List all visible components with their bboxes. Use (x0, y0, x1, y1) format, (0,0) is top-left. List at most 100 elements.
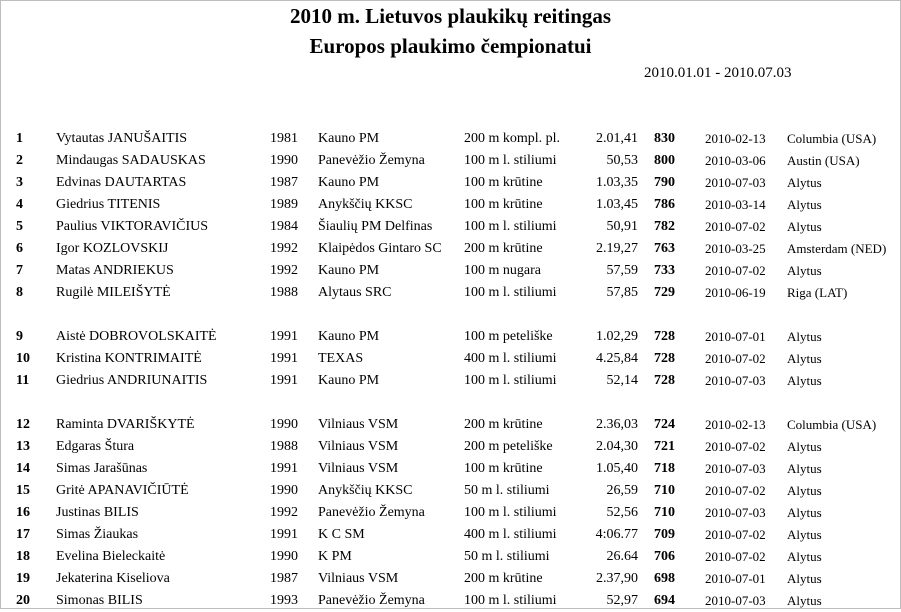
club-name: Alytaus SRC (318, 285, 392, 300)
table-row: 20 Simonas BILIS 1993 Panevėžio Žemyna 100 m… (0, 590, 901, 612)
birth-year: 1987 (270, 175, 298, 190)
rank-cell: 14 (16, 461, 30, 476)
table-row: 1 Vytautas JANUŠAITIS 1981 Kauno PM 200 m ko… (0, 128, 901, 150)
rank-cell: 13 (16, 439, 30, 454)
table-row: 2 Mindaugas SADAUSKAS 1990 Panevėžio Žemyna… (0, 150, 901, 172)
event-name: 100 m l. stiliumi (464, 373, 557, 388)
swimmer-name: Kristina KONTRIMAITĖ (56, 351, 202, 366)
rank-cell: 10 (16, 351, 30, 366)
result-time: 2.37,90 (596, 571, 638, 586)
competition-place: Alytus (787, 505, 822, 520)
event-name: 100 m l. stiliumi (464, 219, 557, 234)
fina-points: 800 (654, 153, 675, 168)
competition-place: Alytus (787, 527, 822, 542)
event-name: 100 m l. stiliumi (464, 285, 557, 300)
result-time: 57,85 (606, 285, 639, 300)
competition-place: Alytus (787, 263, 822, 278)
table-row: 4 Giedrius TITENIS 1989 Anykščių KKSC 100 m … (0, 194, 901, 216)
result-date: 2010-02-13 (705, 417, 766, 432)
event-name: 100 m krūtine (464, 461, 543, 476)
result-date: 2010-07-02 (705, 483, 766, 498)
result-time: 1.02,29 (596, 329, 638, 344)
fina-points: 729 (654, 285, 675, 300)
fina-points: 698 (654, 571, 675, 586)
table-row: 7 Matas ANDRIEKUS 1992 Kauno PM 100 m nugara… (0, 260, 901, 282)
date-range: 2010.01.01 - 2010.07.03 (644, 65, 792, 81)
table-row: 13 Edgaras Štura 1988 Vilniaus VSM 200 m pet… (0, 436, 901, 458)
swimmer-name: Evelina Bieleckaitė (56, 549, 166, 564)
fina-points: 790 (654, 175, 675, 190)
result-date: 2010-07-02 (705, 263, 766, 278)
event-name: 100 m nugara (464, 263, 541, 278)
swimmer-name: Edvinas DAUTARTAS (56, 175, 187, 190)
competition-place: Alytus (787, 483, 822, 498)
result-time: 52,14 (606, 373, 639, 388)
competition-place: Alytus (787, 329, 822, 344)
result-date: 2010-03-06 (705, 153, 766, 168)
birth-year: 1988 (270, 285, 298, 300)
rank-cell: 16 (16, 505, 30, 520)
event-name: 100 m l. stiliumi (464, 153, 557, 168)
table-row: 3 Edvinas DAUTARTAS 1987 Kauno PM 100 m krūt… (0, 172, 901, 194)
event-name: 400 m l. stiliumi (464, 351, 557, 366)
event-name: 100 m peteliške (464, 329, 553, 344)
table-row: 15 Gritė APANAVIČIŪTĖ 1990 Anykščių KKSC 50 … (0, 480, 901, 502)
result-time: 4:06.77 (595, 527, 638, 542)
club-name: Klaipėdos Gintaro SC (318, 241, 442, 256)
result-time: 4.25,84 (596, 351, 638, 366)
rank-cell: 15 (16, 483, 30, 498)
club-name: Panevėžio Žemyna (318, 593, 425, 608)
swimmer-name: Simonas BILIS (56, 593, 143, 608)
competition-place: Amsterdam (NED) (787, 241, 887, 256)
club-name: Šiaulių PM Delfinas (318, 219, 433, 234)
result-date: 2010-07-01 (705, 329, 766, 344)
competition-place: Alytus (787, 461, 822, 476)
result-date: 2010-07-03 (705, 373, 766, 388)
result-date: 2010-02-13 (705, 131, 766, 146)
birth-year: 1990 (270, 153, 298, 168)
fina-points: 710 (654, 483, 675, 498)
club-name: Kauno PM (318, 373, 380, 388)
swimmer-name: Vytautas JANUŠAITIS (56, 131, 188, 146)
event-name: 100 m krūtine (464, 175, 543, 190)
event-name: 50 m l. stiliumi (464, 549, 550, 564)
fina-points: 724 (654, 417, 675, 432)
rank-cell: 8 (16, 285, 23, 300)
table-row: 11 Giedrius ANDRIUNAITIS 1991 Kauno PM 100 m… (0, 370, 901, 392)
event-name: 200 m krūtine (464, 241, 543, 256)
event-name: 400 m l. stiliumi (464, 527, 557, 542)
swimmer-name: Simas Žiaukas (56, 527, 139, 542)
result-date: 2010-07-02 (705, 439, 766, 454)
swimmer-name: Giedrius ANDRIUNAITIS (56, 373, 208, 388)
birth-year: 1991 (270, 351, 298, 366)
club-name: Anykščių KKSC (318, 197, 413, 212)
rank-cell: 3 (16, 175, 23, 190)
result-date: 2010-03-25 (705, 241, 766, 256)
result-date: 2010-07-03 (705, 593, 766, 608)
result-time: 57,59 (606, 263, 639, 278)
birth-year: 1993 (270, 593, 298, 608)
birth-year: 1988 (270, 439, 298, 454)
swimmer-name: Giedrius TITENIS (56, 197, 161, 212)
club-name: Vilniaus VSM (318, 417, 399, 432)
table-row: 5 Paulius VIKTORAVIČIUS 1984 Šiaulių PM Del… (0, 216, 901, 238)
result-date: 2010-03-14 (705, 197, 766, 212)
result-date: 2010-07-02 (705, 549, 766, 564)
club-name: Kauno PM (318, 131, 380, 146)
club-name: Kauno PM (318, 329, 380, 344)
result-time: 50,53 (606, 153, 639, 168)
fina-points: 786 (654, 197, 675, 212)
competition-place: Alytus (787, 549, 822, 564)
table-row: 14 Simas Jarašūnas 1991 Vilniaus VSM 100 m k… (0, 458, 901, 480)
club-name: Vilniaus VSM (318, 439, 399, 454)
birth-year: 1981 (270, 131, 298, 146)
rank-cell: 17 (16, 527, 30, 542)
club-name: Panevėžio Žemyna (318, 505, 425, 520)
result-time: 2.04,30 (596, 439, 638, 454)
result-date: 2010-07-03 (705, 505, 766, 520)
fina-points: 763 (654, 241, 675, 256)
swimmer-name: Justinas BILIS (56, 505, 139, 520)
event-name: 200 m krūtine (464, 417, 543, 432)
table-row: 19 Jekaterina Kiseliova 1987 Vilniaus VSM 20… (0, 568, 901, 590)
fina-points: 694 (654, 593, 675, 608)
